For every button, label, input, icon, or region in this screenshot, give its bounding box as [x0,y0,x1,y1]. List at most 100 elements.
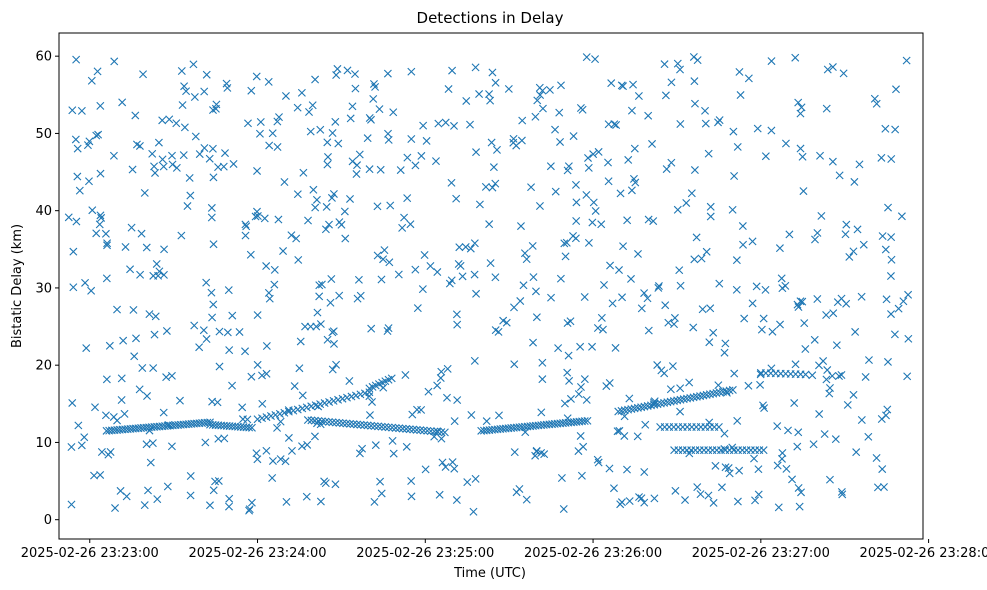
data-point [151,168,160,177]
data-point [625,497,634,506]
data-point [142,440,151,449]
data-point [323,152,332,161]
data-point [877,415,886,423]
data-point [110,57,119,66]
data-point [117,374,126,383]
data-point [253,207,261,216]
data-point [121,242,130,251]
data-point [878,465,887,474]
data-point [328,128,337,137]
data-point [409,425,418,434]
data-point [690,255,699,264]
data-point [793,442,802,451]
data-point [96,470,105,479]
y-tick-label: 60 [35,50,52,65]
data-point [850,177,859,186]
data-point [435,490,444,499]
data-point [816,151,825,160]
data-point [823,366,832,375]
data-point [475,200,484,209]
data-point [705,338,714,347]
data-point [640,467,649,476]
data-point [676,395,685,404]
data-point [262,342,271,350]
data-point [268,473,277,482]
data-point [466,120,474,129]
data-point [82,344,91,353]
data-point [358,444,367,453]
data-point [433,427,442,436]
data-point [627,186,636,195]
data-point [531,112,540,121]
data-point [689,393,698,402]
data-point [199,326,208,335]
data-point [355,150,364,159]
data-point [845,252,854,261]
data-point [158,155,167,164]
data-point [253,360,262,369]
data-point [600,281,608,289]
data-point [376,477,385,486]
data-point [494,411,503,420]
data-point [810,235,819,244]
data-point [557,81,565,90]
data-point [213,398,222,407]
data-point [356,420,365,429]
data-point [424,387,433,396]
data-point [335,291,344,300]
data-point [735,466,744,475]
data-point [556,137,565,146]
data-point [486,259,495,268]
data-point [851,327,860,336]
data-point [323,160,332,169]
data-point [328,418,337,427]
data-point [795,502,804,511]
data-point [225,502,233,511]
data-point [370,422,379,431]
plot-frame [58,32,924,540]
data-point [843,400,852,409]
data-point [709,389,718,398]
data-point [571,180,580,189]
data-point [190,93,199,102]
data-point [609,484,618,493]
data-point [618,293,627,302]
data-point [403,194,412,203]
data-point [168,160,177,169]
data-point [302,492,311,501]
data-point [761,285,770,294]
data-point [417,151,426,160]
data-point [228,381,237,390]
data-point [828,157,837,166]
data-point [838,490,847,499]
data-point [338,419,347,428]
data-point [294,255,303,264]
data-point [96,169,105,178]
data-point [470,239,479,248]
data-point [310,416,319,425]
data-point [822,311,831,320]
data-point [708,446,717,455]
data-point [355,449,364,458]
data-point [472,148,481,157]
data-point [201,438,210,447]
data-point [383,326,392,335]
data-point [69,247,78,256]
data-point [576,383,585,392]
data-point [715,279,724,288]
data-point [380,246,389,255]
data-point [274,215,283,224]
data-point [243,119,252,128]
data-point [387,374,396,383]
data-point [87,286,96,295]
data-point [529,273,538,282]
data-point [813,294,822,303]
data-point [904,334,913,343]
data-point [625,394,634,403]
data-point [607,79,616,88]
data-point [398,424,407,433]
data-point [419,426,428,435]
data-point [777,274,786,283]
data-point [488,68,497,77]
data-point [744,381,753,390]
